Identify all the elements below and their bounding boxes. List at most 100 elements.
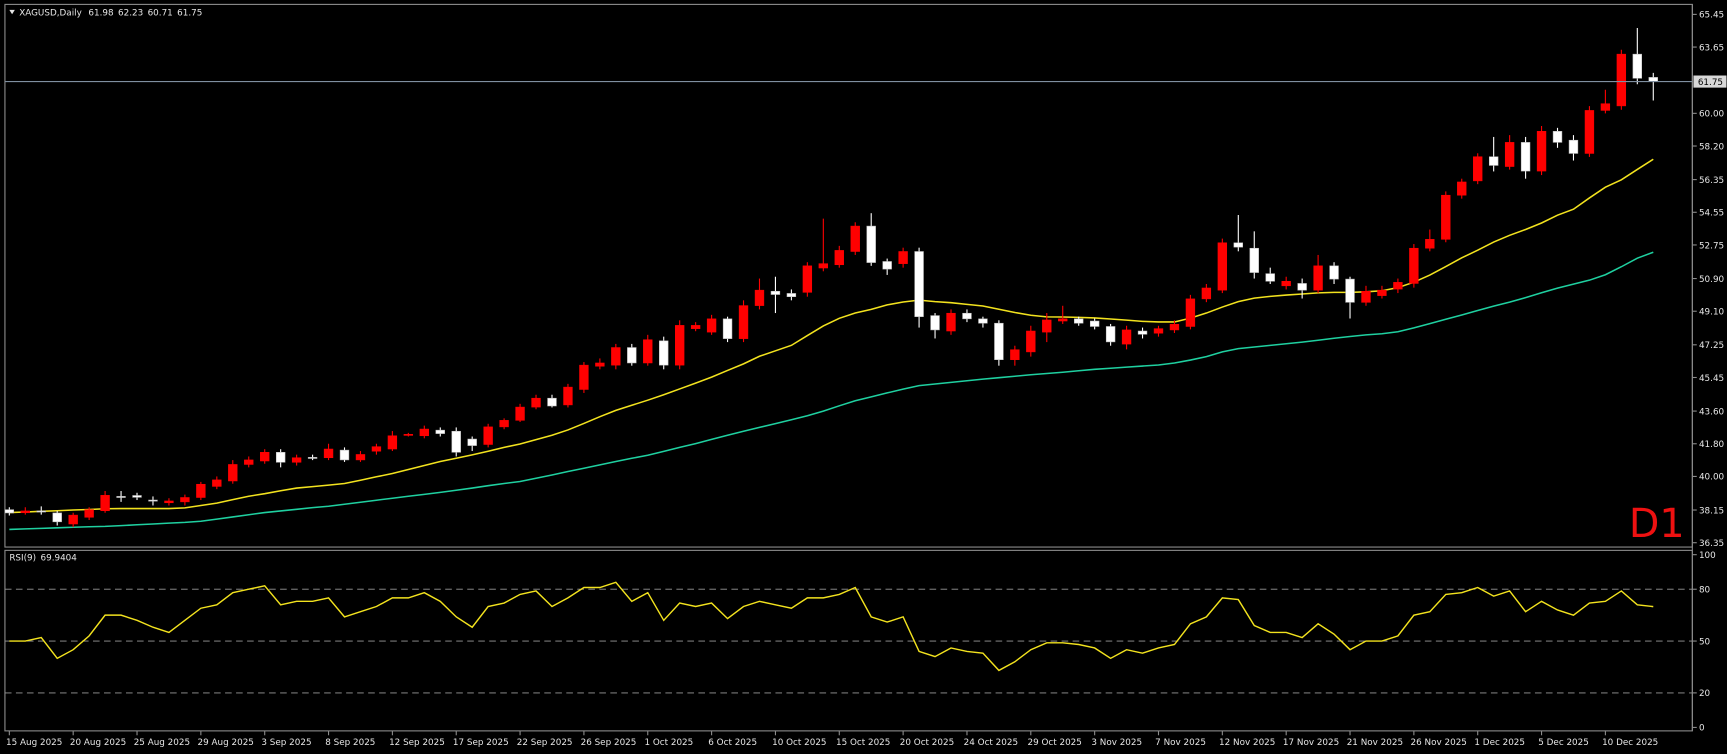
candle-body-up bbox=[898, 251, 908, 264]
candle-body-down bbox=[1632, 53, 1642, 79]
price-label-box bbox=[1693, 75, 1727, 88]
candle-body-down bbox=[1265, 273, 1275, 282]
candle-body-up bbox=[706, 318, 717, 333]
candle-body-down bbox=[866, 225, 876, 263]
candle-body-up bbox=[1584, 110, 1595, 154]
rsi-value: 69.9404 bbox=[41, 553, 78, 563]
y-tick-label: 45.45 bbox=[1699, 374, 1724, 384]
candle-body-down bbox=[339, 449, 350, 461]
candle-body-down bbox=[659, 340, 669, 366]
x-tick-label: 3 Sep 2025 bbox=[261, 738, 311, 748]
candle-body-up bbox=[371, 446, 382, 452]
candle-body-up bbox=[1536, 131, 1547, 172]
candle-body-up bbox=[1042, 319, 1052, 333]
candle-body-up bbox=[1185, 298, 1196, 327]
y-tick-label: 43.60 bbox=[1699, 407, 1725, 417]
x-tick-label: 15 Aug 2025 bbox=[6, 738, 62, 748]
candle-body-down bbox=[132, 495, 142, 498]
candle-body-up bbox=[68, 514, 78, 525]
candle-body-down bbox=[1074, 318, 1084, 324]
open-value: 61.98 bbox=[88, 8, 113, 18]
low-value: 60.71 bbox=[148, 8, 173, 18]
x-tick-label: 25 Aug 2025 bbox=[134, 738, 190, 748]
candle-body-down bbox=[1105, 326, 1116, 343]
price-label: 61.75 bbox=[1698, 78, 1723, 88]
candle-body-up bbox=[611, 347, 621, 366]
high-value: 62.23 bbox=[118, 8, 143, 18]
candle-body-up bbox=[802, 265, 813, 293]
y-tick-label: 40.00 bbox=[1699, 473, 1725, 483]
candle-body-up bbox=[1473, 156, 1483, 182]
rsi-title: RSI(9) bbox=[9, 553, 36, 563]
candle-body-up bbox=[738, 305, 749, 339]
candle-body-up bbox=[946, 312, 956, 332]
y-tick-label: 38.15 bbox=[1699, 506, 1724, 516]
x-tick-label: 29 Oct 2025 bbox=[1028, 738, 1082, 748]
y-tick-label: 20 bbox=[1699, 689, 1711, 699]
candle-body-down bbox=[1568, 139, 1579, 154]
candle-body-up bbox=[1217, 242, 1228, 291]
candle-body-up bbox=[1425, 239, 1435, 249]
main-plot bbox=[4, 28, 1693, 531]
candle-body-up bbox=[754, 289, 765, 306]
y-tick-label: 41.80 bbox=[1699, 440, 1725, 450]
candle-body-up bbox=[1393, 282, 1403, 290]
candle-body-up bbox=[387, 435, 398, 450]
candle-body-up bbox=[355, 454, 366, 461]
candle-body-up bbox=[515, 406, 525, 421]
x-tick-label: 24 Oct 2025 bbox=[964, 738, 1018, 748]
candle-body-up bbox=[1169, 324, 1180, 331]
candle-body-down bbox=[4, 509, 15, 514]
y-tick-label: 56.35 bbox=[1699, 176, 1724, 186]
timeframe-label: D1 bbox=[1629, 501, 1685, 547]
candle-body-up bbox=[1616, 53, 1627, 107]
candle-body-up bbox=[84, 509, 94, 518]
candle-body-down bbox=[786, 293, 797, 297]
y-tick-label: 36.35 bbox=[1699, 539, 1724, 549]
candle-body-up bbox=[1457, 181, 1467, 196]
candle-body-up bbox=[531, 397, 541, 408]
candle-body-down bbox=[978, 318, 988, 324]
y-tick-label: 52.75 bbox=[1699, 241, 1724, 251]
candle-body-down bbox=[914, 251, 924, 317]
x-tick-label: 21 Nov 2025 bbox=[1347, 738, 1403, 748]
candle-body-down bbox=[930, 315, 940, 331]
y-tick-label: 80 bbox=[1699, 586, 1711, 596]
candle-body-down bbox=[52, 512, 62, 523]
menu-arrow[interactable] bbox=[9, 9, 15, 15]
candle-body-down bbox=[1329, 265, 1339, 280]
x-tick-label: 17 Nov 2025 bbox=[1283, 738, 1339, 748]
rsi-plot bbox=[4, 581, 1693, 694]
candle-body-down bbox=[882, 261, 892, 270]
candle-body-down bbox=[1648, 77, 1658, 82]
y-tick-label: 54.55 bbox=[1699, 209, 1724, 219]
y-tick-label: 58.20 bbox=[1699, 142, 1725, 152]
candle-body-up bbox=[1010, 349, 1020, 360]
x-tick-label: 20 Aug 2025 bbox=[70, 738, 126, 748]
candle-body-up bbox=[244, 459, 254, 465]
candle-body-up bbox=[1201, 287, 1212, 300]
x-tick-label: 12 Sep 2025 bbox=[389, 738, 445, 748]
y-tick-label: 50 bbox=[1699, 637, 1711, 647]
y-tick-label: 60.00 bbox=[1699, 110, 1725, 120]
candle-body-up bbox=[1281, 280, 1291, 287]
candle-body-down bbox=[994, 322, 1004, 360]
candle-body-down bbox=[547, 397, 557, 407]
candle-body-up bbox=[1441, 194, 1451, 240]
x-tick-label: 22 Sep 2025 bbox=[517, 738, 573, 748]
candle-body-up bbox=[196, 483, 206, 498]
x-tick-label: 8 Sep 2025 bbox=[325, 738, 375, 748]
candle-body-up bbox=[1121, 329, 1132, 345]
candle-body-up bbox=[1058, 318, 1068, 322]
candle-body-up bbox=[595, 362, 605, 367]
rsi-line bbox=[9, 581, 1654, 672]
x-tick-label: 1 Oct 2025 bbox=[644, 738, 693, 748]
candle-body-up bbox=[20, 510, 30, 514]
x-tick-label: 6 Oct 2025 bbox=[708, 738, 757, 748]
candle-body-down bbox=[770, 290, 781, 295]
candle-body-down bbox=[1488, 156, 1499, 166]
candle-body-up bbox=[291, 457, 302, 463]
